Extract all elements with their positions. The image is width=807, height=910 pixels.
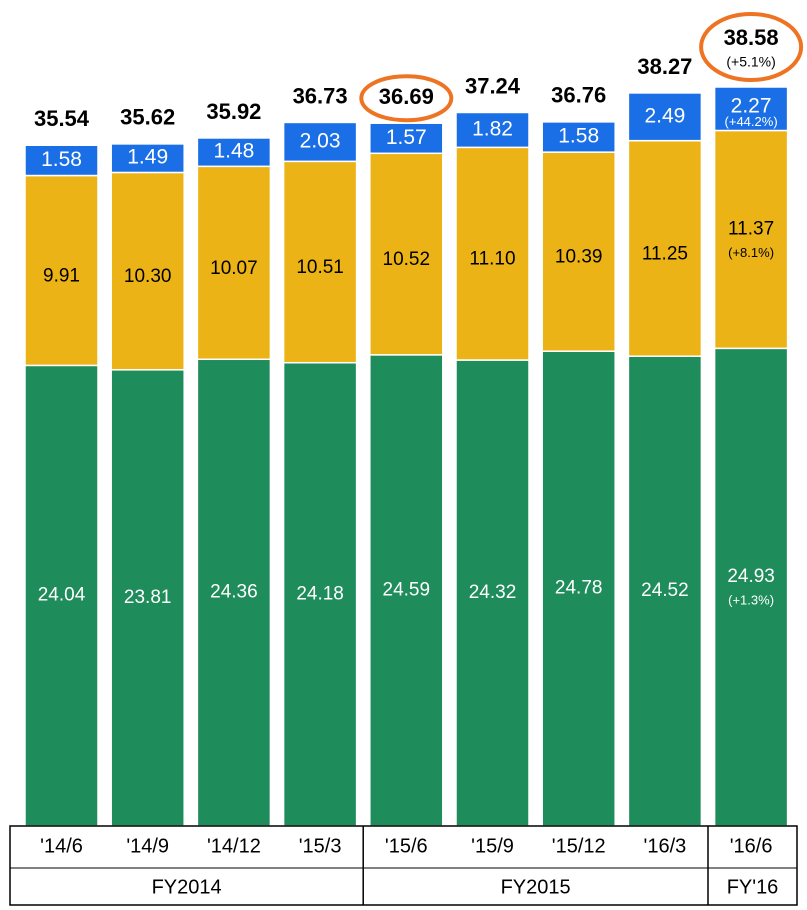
data-label: 24.59 [383, 579, 431, 600]
x-tick-label: '14/12 [207, 835, 261, 857]
highlight-circle [359, 74, 454, 123]
x-tick-label: '14/6 [40, 835, 83, 857]
bar-segment [196, 165, 272, 361]
bar-segment [713, 86, 789, 132]
change-label: (+8.1%) [728, 245, 774, 260]
data-label: 10.30 [124, 266, 172, 287]
bar-segment [369, 122, 444, 155]
data-label: 1.57 [386, 126, 427, 149]
x-tick-label: '15/9 [471, 835, 514, 857]
x-tick-label: '14/9 [126, 835, 169, 857]
bar-segment [110, 143, 185, 174]
data-label: 11.10 [469, 249, 515, 270]
data-label: 2.49 [644, 104, 685, 127]
x-tick-label: '15/6 [385, 835, 428, 857]
bar-segment [110, 369, 185, 827]
data-label: 11.25 [642, 243, 688, 264]
data-label: 24.04 [38, 585, 86, 606]
bar-segment [369, 354, 444, 827]
bar-segment [282, 361, 358, 827]
bar-segment [282, 160, 358, 364]
bar-segment [24, 174, 99, 367]
data-label: 24.32 [469, 582, 517, 603]
data-label: 23.81 [124, 587, 172, 608]
total-label: 37.24 [465, 73, 521, 98]
bar-segment [627, 139, 703, 357]
total-label: 35.92 [206, 99, 261, 124]
bar-segment [627, 355, 703, 827]
data-label: 24.18 [296, 583, 344, 604]
total-label: 35.54 [34, 106, 90, 131]
bar-segment [627, 92, 703, 142]
data-label: 24.78 [555, 578, 603, 599]
data-label: 1.58 [41, 148, 82, 171]
data-label: 9.91 [43, 265, 80, 286]
data-label: 1.49 [127, 146, 168, 169]
data-label: 2.03 [300, 129, 341, 152]
data-label: 2.27 [731, 94, 772, 117]
total-label: 36.73 [293, 83, 348, 108]
data-label: 24.52 [641, 580, 689, 601]
change-label: (+44.2%) [725, 114, 778, 129]
x-tick-label: '16/6 [730, 835, 773, 857]
total-label: 38.27 [637, 54, 692, 79]
axis-table [9, 825, 798, 906]
highlight-circle [699, 11, 804, 82]
bar-segment [282, 121, 358, 163]
bar-segment [541, 121, 616, 153]
bar-segment [24, 364, 99, 827]
bar-segment [455, 111, 530, 149]
data-label: 1.58 [558, 125, 599, 148]
bar-segment [110, 171, 185, 371]
data-label: 11.37 [728, 218, 774, 239]
x-tick-label: '15/12 [552, 835, 606, 857]
data-label: 10.39 [555, 247, 603, 268]
group-label: FY2014 [152, 876, 222, 898]
data-label: 1.48 [213, 140, 254, 163]
data-label: 24.36 [210, 582, 258, 603]
change-label: (+1.3%) [728, 593, 774, 608]
bar-segment [24, 144, 99, 177]
data-label: 24.93 [727, 566, 775, 587]
total-label: 36.69 [379, 84, 434, 109]
total-label: 38.58 [724, 25, 779, 50]
data-label: 1.82 [472, 117, 513, 140]
data-label: 10.07 [210, 258, 258, 279]
total-change: (+5.1%) [726, 54, 775, 70]
group-label: FY2015 [501, 876, 571, 898]
total-label: 35.62 [120, 105, 175, 130]
bar-segment [196, 137, 272, 168]
total-label: 36.76 [551, 83, 606, 108]
data-label: 10.51 [296, 257, 344, 278]
x-tick-label: '15/3 [299, 835, 342, 857]
data-label: 10.52 [383, 249, 431, 270]
x-tick-label: '16/3 [644, 835, 687, 857]
group-label: FY'16 [727, 876, 779, 898]
